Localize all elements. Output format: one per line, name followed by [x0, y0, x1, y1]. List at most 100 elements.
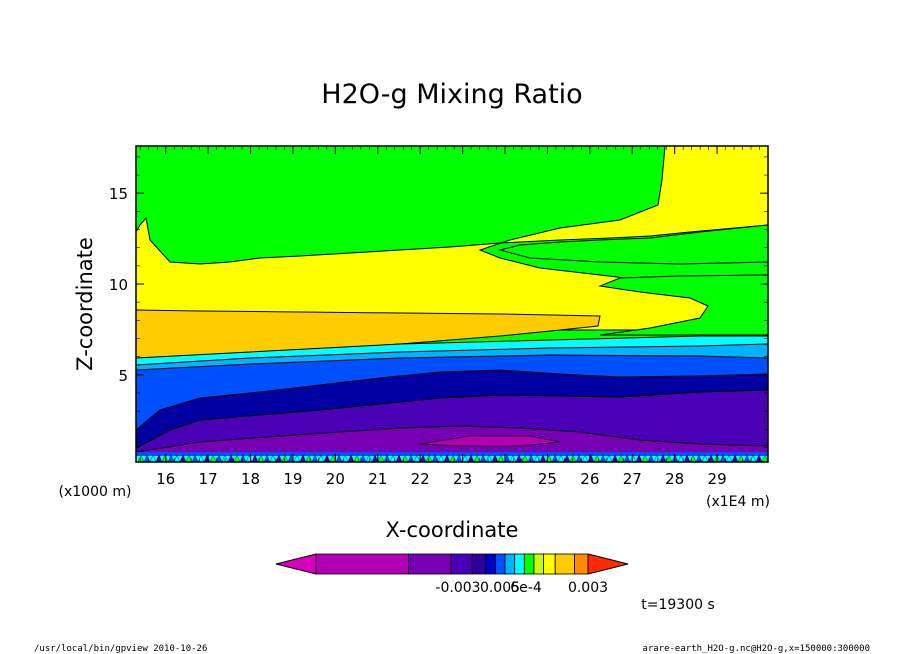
surface-noise-tooth: [521, 454, 529, 462]
surface-noise-tooth: [473, 454, 481, 462]
y-tick-label: 15: [109, 185, 128, 203]
contour-surface-blue: [136, 452, 768, 458]
surface-noise-tooth: [695, 454, 703, 462]
surface-noise-tooth: [563, 454, 571, 462]
surface-noise-tooth: [623, 454, 631, 462]
colorbar-segment: [485, 553, 496, 575]
surface-noise-tooth: [167, 454, 175, 462]
x-tick-label: 17: [199, 470, 218, 488]
surface-noise-tooth: [743, 454, 751, 462]
surface-noise-tooth: [149, 454, 157, 462]
surface-noise-tooth: [653, 454, 661, 462]
plot-frame: [135, 145, 769, 463]
surface-noise-tooth: [257, 454, 265, 462]
surface-noise-tooth: [677, 454, 685, 462]
surface-noise-tooth: [509, 454, 517, 462]
surface-noise-tooth: [527, 454, 535, 462]
surface-noise-tooth: [455, 454, 463, 462]
x-tick-label: 18: [241, 470, 260, 488]
surface-noise-tooth: [341, 454, 349, 462]
surface-noise-tooth: [605, 454, 613, 462]
colorbar-arrow-left: [275, 553, 317, 575]
y-tick-label: 5: [118, 367, 128, 385]
contour-magenta: [419, 435, 561, 447]
surface-noise-tooth: [557, 454, 565, 462]
chart-title: H2O-g Mixing Ratio: [321, 79, 582, 110]
surface-noise-tooth: [701, 454, 709, 462]
colorbar-tick-label: 6e-4: [510, 580, 542, 596]
colorbar-segment: [450, 553, 473, 575]
surface-noise-tooth: [611, 454, 619, 462]
surface-noise-tooth: [227, 454, 235, 462]
surface-noise-tooth: [305, 454, 313, 462]
footer-left: /usr/local/bin/gpview 2010-10-26: [34, 644, 207, 654]
colorbar-tick-label: 0.003: [568, 580, 608, 596]
surface-noise-tooth: [371, 454, 379, 462]
y-axis-label: Z-coordinate: [73, 237, 97, 371]
colorbar-segment: [408, 553, 452, 575]
x-tick-label: 28: [665, 470, 684, 488]
surface-noise-tooth: [173, 454, 181, 462]
x-tick-label: 27: [623, 470, 642, 488]
colorbar-segment: [514, 553, 525, 575]
surface-noise-tooth: [293, 454, 301, 462]
surface-noise-tooth: [731, 454, 739, 462]
x-tick-label: 16: [156, 470, 175, 488]
colorbar-segment: [523, 553, 535, 575]
surface-noise-tooth: [575, 454, 583, 462]
surface-noise-tooth: [191, 454, 199, 462]
surface-noise-tooth: [683, 454, 691, 462]
surface-noise-tooth: [317, 454, 325, 462]
surface-noise-tooth: [239, 454, 247, 462]
surface-noise-tooth: [383, 454, 391, 462]
colorbar-segment: [554, 553, 575, 575]
surface-noise-tooth: [515, 454, 523, 462]
surface-noise-tooth: [209, 454, 217, 462]
surface-noise-tooth: [419, 454, 427, 462]
surface-noise-tooth: [749, 454, 757, 462]
surface-noise-tooth: [497, 454, 505, 462]
surface-noise-tooth: [395, 454, 403, 462]
x-tick-label: 22: [411, 470, 430, 488]
surface-noise-tooth: [251, 454, 259, 462]
surface-noise-tooth: [359, 454, 367, 462]
surface-noise-tooth: [233, 454, 241, 462]
surface-noise-tooth: [377, 454, 385, 462]
colorbar-segment: [504, 553, 516, 575]
x-unit-label: (x1E4 m): [706, 494, 770, 510]
colorbar-tick-label: -0.003: [435, 580, 480, 596]
y-tick-label: 10: [109, 276, 128, 294]
surface-noise-tooth: [215, 454, 223, 462]
surface-noise-tooth: [479, 454, 487, 462]
surface-noise-tooth: [413, 454, 421, 462]
x-tick-label: 19: [283, 470, 302, 488]
surface-noise-tooth: [179, 454, 187, 462]
surface-noise-tooth: [335, 454, 343, 462]
x-tick-label: 24: [495, 470, 514, 488]
surface-noise-tooth: [263, 454, 271, 462]
x-tick-label: 23: [453, 470, 472, 488]
surface-noise-tooth: [659, 454, 667, 462]
surface-noise-tooth: [425, 454, 433, 462]
surface-noise-tooth: [761, 454, 768, 462]
colorbar-segment: [574, 553, 589, 575]
surface-noise-tooth: [353, 454, 361, 462]
surface-noise-tooth: [599, 454, 607, 462]
colorbar-segment: [533, 553, 545, 575]
x-tick-label: 25: [538, 470, 557, 488]
surface-noise-tooth: [617, 454, 625, 462]
time-annotation: t=19300 s: [641, 597, 715, 613]
x-axis: 16 17 18 19 20 21 22 23 24 25 26 27 28 29: [139, 146, 769, 488]
surface-noise-tooth: [269, 454, 277, 462]
surface-noise-tooth: [461, 454, 469, 462]
surface-noise-tooth: [437, 454, 445, 462]
surface-noise-tooth: [161, 454, 169, 462]
surface-noise-tooth: [329, 454, 337, 462]
surface-noise-tooth: [551, 454, 559, 462]
x-tick-label: 20: [326, 470, 345, 488]
surface-noise-tooth: [725, 454, 733, 462]
surface-noise-tooth: [407, 454, 415, 462]
surface-noise-tooth: [485, 454, 493, 462]
